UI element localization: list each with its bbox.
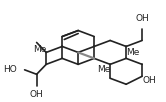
- Text: Me: Me: [126, 48, 139, 57]
- Text: OH: OH: [135, 14, 149, 23]
- Text: OH: OH: [142, 76, 156, 85]
- Text: Me: Me: [33, 45, 46, 54]
- Text: Me: Me: [97, 65, 110, 74]
- Text: OH: OH: [30, 90, 43, 99]
- Text: HO: HO: [3, 65, 17, 74]
